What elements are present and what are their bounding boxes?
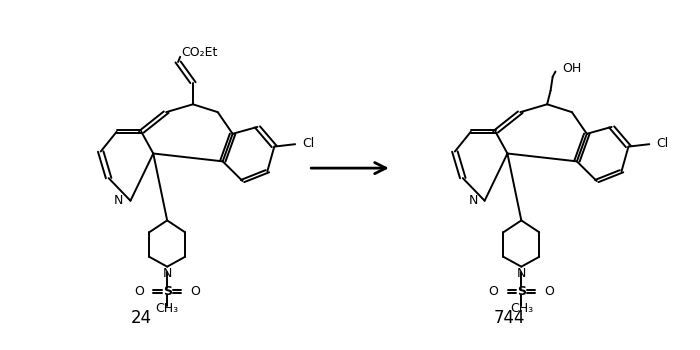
- Text: N: N: [114, 194, 123, 207]
- Text: CH₃: CH₃: [155, 302, 178, 315]
- Text: Cl: Cl: [657, 136, 668, 150]
- Text: N: N: [517, 267, 526, 280]
- Text: O: O: [545, 285, 554, 298]
- Text: OH: OH: [562, 62, 582, 75]
- Text: CH₃: CH₃: [510, 302, 533, 315]
- Text: N: N: [162, 267, 172, 280]
- Text: O: O: [134, 285, 143, 298]
- Text: O: O: [488, 285, 498, 298]
- Text: Cl: Cl: [302, 136, 314, 150]
- Text: O: O: [190, 285, 200, 298]
- Text: CO₂Et: CO₂Et: [181, 46, 218, 59]
- Text: N: N: [468, 194, 477, 207]
- Text: 24: 24: [131, 309, 152, 327]
- Text: S: S: [162, 285, 172, 298]
- Text: S: S: [517, 285, 526, 298]
- Text: 744: 744: [494, 309, 526, 327]
